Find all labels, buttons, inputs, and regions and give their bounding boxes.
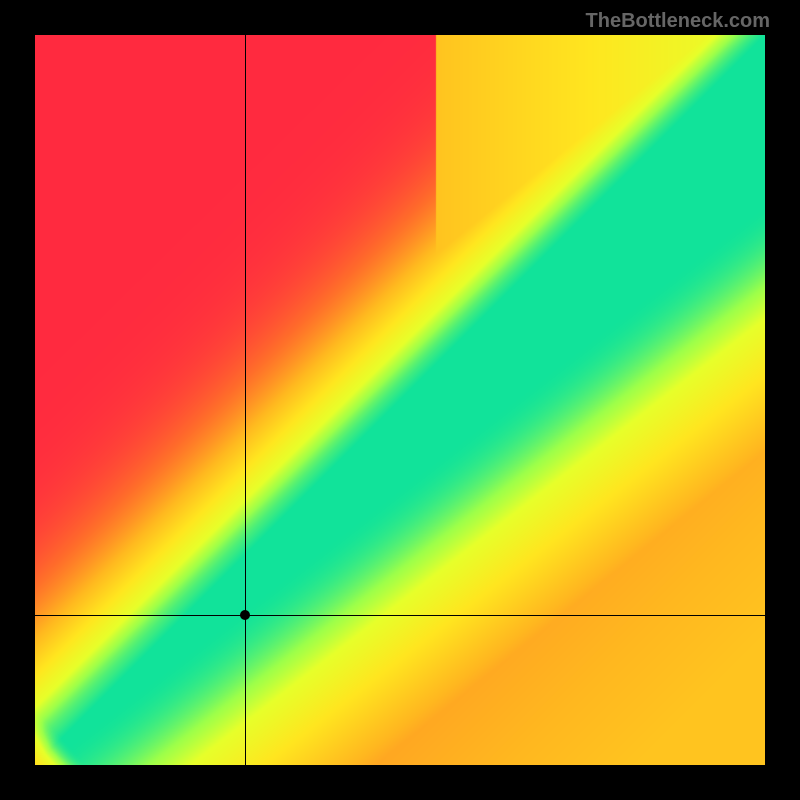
crosshair-horizontal	[35, 615, 765, 616]
marker-dot	[240, 610, 250, 620]
heatmap-canvas	[35, 35, 765, 765]
crosshair-vertical	[245, 35, 246, 765]
watermark-text: TheBottleneck.com	[586, 10, 770, 33]
plot-area	[35, 35, 765, 765]
